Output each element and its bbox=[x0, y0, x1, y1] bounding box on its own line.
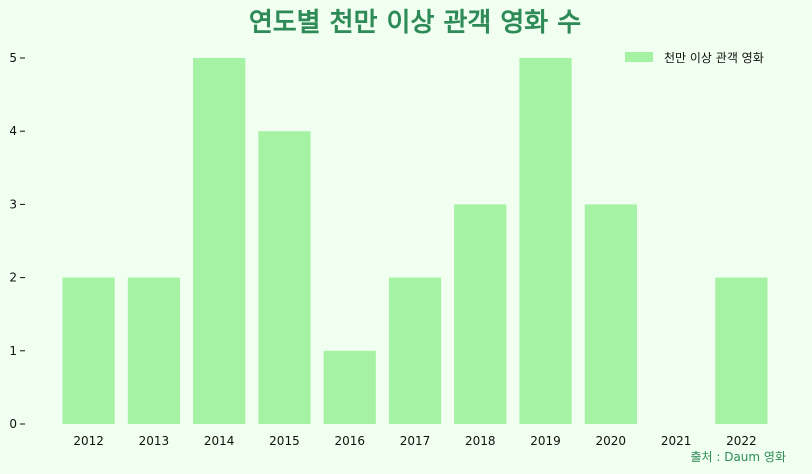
bar-2013 bbox=[127, 277, 181, 424]
x-tick-label: 2013 bbox=[139, 434, 170, 448]
x-tick-label: 2012 bbox=[73, 434, 104, 448]
bar-2016 bbox=[323, 350, 376, 424]
bar-2012 bbox=[62, 277, 115, 424]
legend: 천만 이상 관객 영화 bbox=[625, 50, 764, 65]
y-tick-label: 3 bbox=[9, 197, 17, 211]
x-tick-label: 2018 bbox=[465, 434, 496, 448]
y-axis: 0 1 2 3 4 5 bbox=[9, 51, 25, 431]
x-tick-label: 2016 bbox=[334, 434, 365, 448]
bar-2018 bbox=[454, 204, 507, 424]
legend-label: 천만 이상 관객 영화 bbox=[664, 50, 764, 65]
bar-2022 bbox=[715, 277, 768, 424]
y-tick-label: 4 bbox=[9, 124, 17, 138]
x-tick-label: 2015 bbox=[269, 434, 300, 448]
bar-2020 bbox=[584, 204, 637, 424]
bar-series bbox=[62, 58, 768, 424]
y-tick-label: 0 bbox=[9, 417, 17, 431]
bar-2014 bbox=[193, 58, 246, 424]
bar-2017 bbox=[388, 277, 442, 424]
source-note: 출처 : Daum 영화 bbox=[690, 450, 786, 464]
bar-2019 bbox=[519, 58, 572, 424]
x-tick-label: 2014 bbox=[204, 434, 235, 448]
x-tick-label: 2017 bbox=[400, 434, 431, 448]
chart-title: 연도별 천만 이상 관객 영화 수 bbox=[249, 8, 581, 38]
legend-swatch bbox=[625, 52, 653, 62]
x-tick-label: 2021 bbox=[661, 434, 692, 448]
x-axis: 2012 2013 2014 2015 2016 2017 2018 2019 2020 2021… bbox=[73, 434, 756, 448]
x-tick-label: 2022 bbox=[726, 434, 757, 448]
bar-2015 bbox=[258, 131, 311, 424]
x-tick-label: 2020 bbox=[596, 434, 627, 448]
x-tick-label: 2019 bbox=[530, 434, 561, 448]
y-tick-label: 1 bbox=[9, 344, 17, 358]
y-tick-label: 5 bbox=[9, 51, 17, 65]
y-tick-label: 2 bbox=[9, 271, 17, 285]
